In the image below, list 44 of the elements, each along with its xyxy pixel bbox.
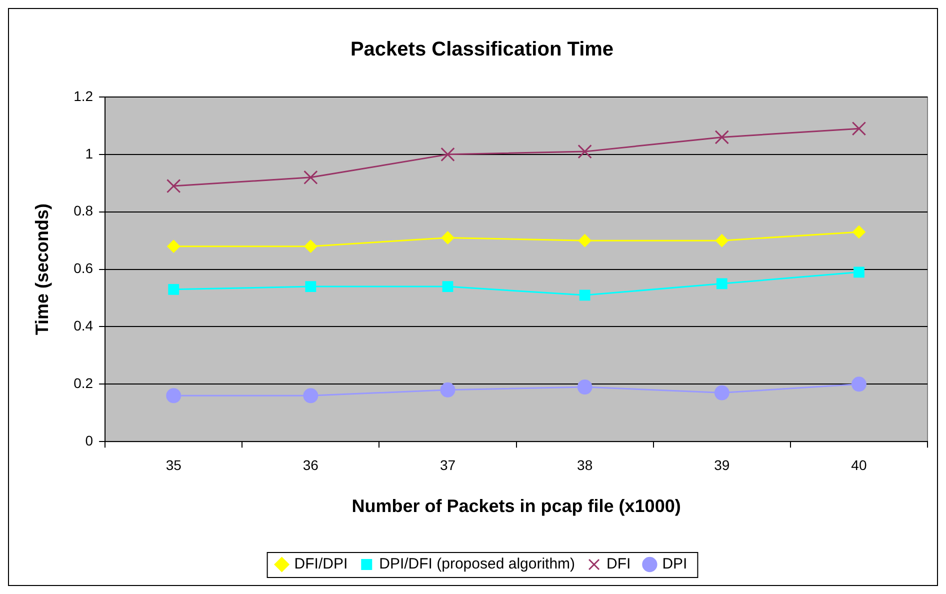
point	[442, 281, 454, 292]
point	[166, 178, 181, 194]
chart-title: Packets Classification Time	[350, 38, 614, 61]
y-tick-label: 0.4	[74, 318, 94, 334]
legend-label: DFI	[606, 556, 631, 573]
point	[303, 388, 318, 404]
point	[166, 388, 182, 404]
y-tick-label: 1	[85, 145, 94, 162]
y-tick-label: 0.6	[74, 260, 94, 276]
x-tick-label: 37	[440, 456, 456, 473]
point	[715, 234, 728, 248]
x-tick-label: 38	[577, 456, 593, 473]
point	[852, 121, 866, 136]
point	[854, 266, 864, 278]
y-tick-label: 0.8	[74, 202, 94, 219]
point	[168, 284, 180, 295]
point	[440, 147, 455, 162]
point	[440, 382, 456, 398]
y-axis-title: Time (seconds)	[32, 203, 52, 336]
x-tick-label: 39	[714, 456, 730, 473]
point	[441, 231, 454, 244]
point	[304, 240, 318, 253]
x-axis-title: Number of Packets in pcap file (x1000)	[352, 496, 681, 516]
point	[714, 385, 730, 400]
legend-label: DPI	[662, 556, 688, 573]
x-tick-label: 40	[851, 456, 867, 473]
point	[716, 278, 728, 290]
point	[167, 240, 180, 253]
point	[852, 225, 866, 238]
y-tick-label: 0	[85, 432, 94, 448]
point	[577, 380, 592, 395]
point	[305, 281, 316, 292]
point	[851, 376, 866, 392]
point	[579, 290, 590, 301]
legend-label: DPI/DFI (proposed algorithm)	[379, 556, 576, 573]
y-tick-label: 0.2	[74, 375, 94, 392]
legend-label: DFI/DPI	[294, 556, 348, 573]
point	[714, 130, 730, 144]
point	[578, 144, 592, 159]
y-tick-label: 1.2	[74, 88, 94, 104]
x-tick-label: 36	[302, 456, 319, 473]
point	[304, 170, 318, 185]
x-tick-label: 35	[166, 456, 182, 473]
point	[578, 234, 592, 248]
